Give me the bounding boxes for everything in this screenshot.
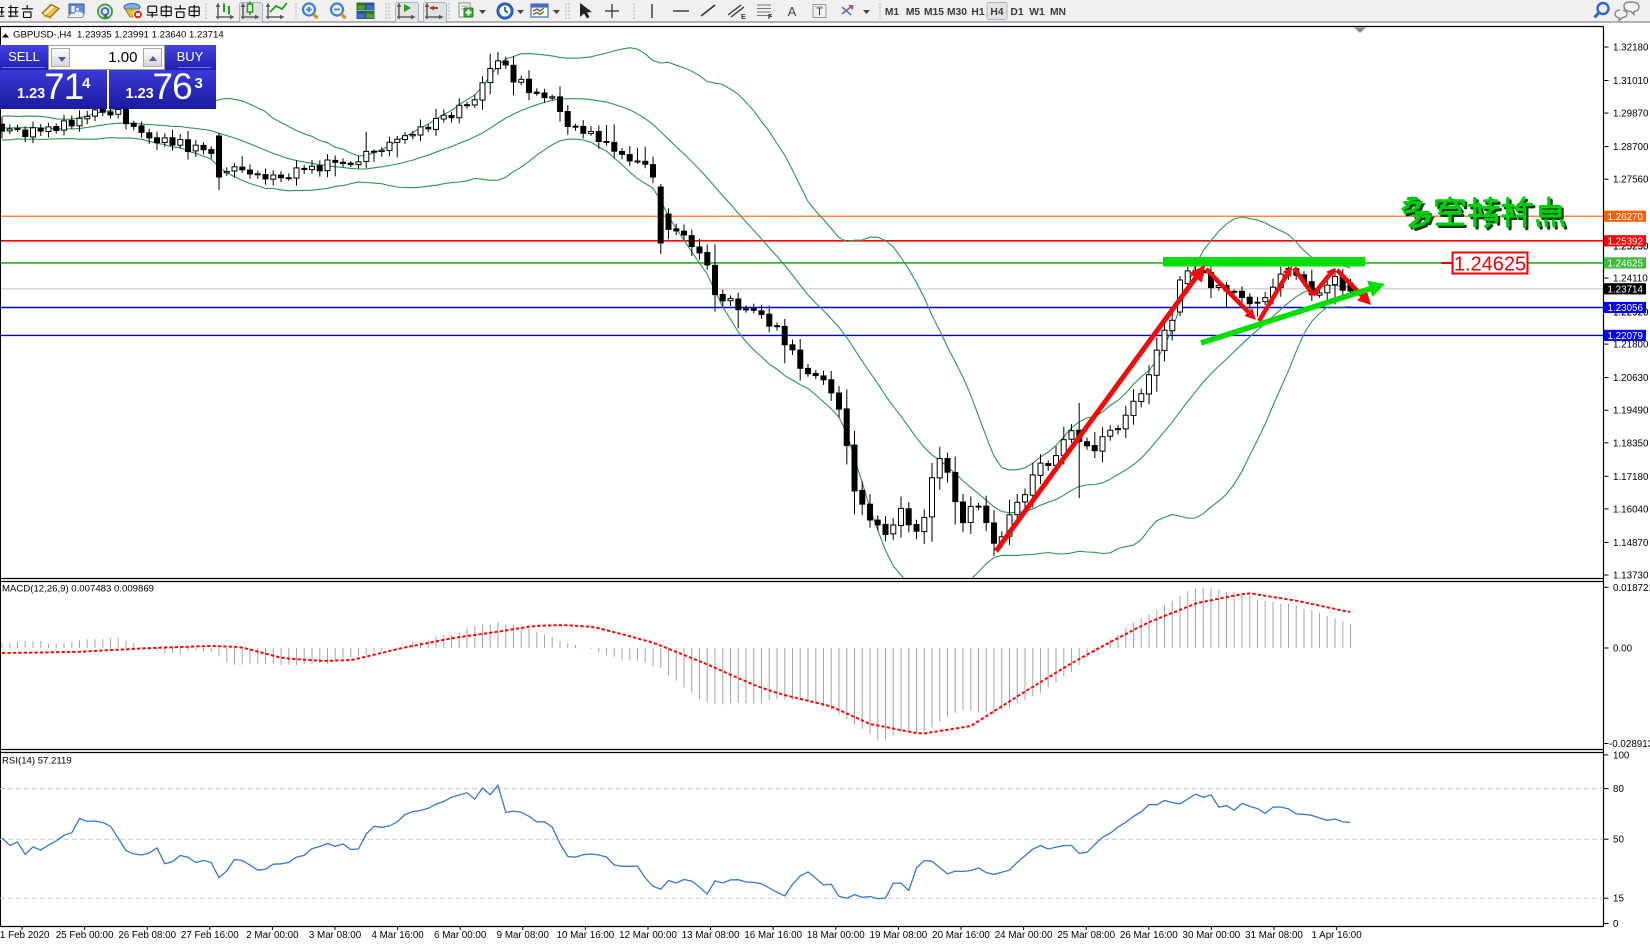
svg-text:W1: W1 [1029, 7, 1045, 18]
svg-text:0.018721: 0.018721 [1613, 583, 1650, 594]
svg-text:M30: M30 [947, 7, 967, 18]
svg-text:1.32180: 1.32180 [1613, 43, 1649, 54]
svg-text:T: T [816, 6, 823, 18]
svg-text:1.23056: 1.23056 [1608, 303, 1644, 314]
svg-text:1 Apr 16:00: 1 Apr 16:00 [1312, 930, 1363, 941]
svg-text:27 Feb 16:00: 27 Feb 16:00 [181, 930, 239, 941]
svg-text:16 Mar 16:00: 16 Mar 16:00 [744, 930, 802, 941]
svg-text:M5: M5 [906, 7, 921, 18]
svg-text:1.17180: 1.17180 [1613, 472, 1649, 483]
svg-text:25 Mar 08:00: 25 Mar 08:00 [1057, 930, 1115, 941]
svg-text:1.27560: 1.27560 [1613, 175, 1649, 186]
svg-text:12 Mar 00:00: 12 Mar 00:00 [619, 930, 677, 941]
svg-text:M15: M15 [924, 7, 944, 18]
svg-text:2 Mar 00:00: 2 Mar 00:00 [246, 930, 299, 941]
svg-text:1.20630: 1.20630 [1613, 373, 1649, 384]
svg-text:F: F [768, 14, 773, 21]
svg-text:31 Mar 08:00: 31 Mar 08:00 [1245, 930, 1303, 941]
svg-text:1.25230: 1.25230 [1613, 241, 1649, 252]
svg-text:50: 50 [1613, 835, 1624, 846]
svg-text:1.24625: 1.24625 [1454, 254, 1526, 276]
svg-text:10 Mar 16:00: 10 Mar 16:00 [557, 930, 615, 941]
svg-text:4 Mar 16:00: 4 Mar 16:00 [371, 930, 424, 941]
svg-text:D1: D1 [1010, 7, 1023, 18]
svg-text:1.26270: 1.26270 [1608, 212, 1644, 223]
svg-text:M1: M1 [885, 7, 900, 18]
svg-text:6 Mar 00:00: 6 Mar 00:00 [434, 930, 487, 941]
svg-text:30 Mar 00:00: 30 Mar 00:00 [1183, 930, 1241, 941]
svg-text:1.31010: 1.31010 [1613, 76, 1649, 87]
svg-text:1.18350: 1.18350 [1613, 438, 1649, 449]
svg-text:GBPUSD-,H4 1.23935 1.23991 1.: GBPUSD-,H4 1.23935 1.23991 1.23640 1.237… [13, 30, 224, 41]
svg-text:100: 100 [1613, 750, 1630, 761]
svg-text:1.25392: 1.25392 [1608, 236, 1643, 247]
svg-text:MN: MN [1050, 7, 1066, 18]
svg-text:1.19490: 1.19490 [1613, 406, 1649, 417]
svg-text:1.24625: 1.24625 [1608, 259, 1644, 270]
svg-text:-0.028913: -0.028913 [1609, 739, 1650, 750]
svg-text:24 Mar 00:00: 24 Mar 00:00 [995, 930, 1053, 941]
svg-text:9 Mar 08:00: 9 Mar 08:00 [497, 930, 550, 941]
svg-text:RSI(14) 57.2119: RSI(14) 57.2119 [2, 756, 72, 767]
svg-text:21 Feb 2020: 21 Feb 2020 [0, 930, 50, 941]
svg-text:1.22079: 1.22079 [1608, 331, 1643, 342]
svg-text:15: 15 [1613, 894, 1624, 905]
svg-text:A: A [788, 4, 797, 19]
svg-text:26 Mar 16:00: 26 Mar 16:00 [1120, 930, 1178, 941]
svg-text:0: 0 [1613, 919, 1619, 930]
svg-text:1.13730: 1.13730 [1613, 571, 1649, 582]
svg-text:H1: H1 [971, 7, 984, 18]
svg-text:3 Mar 08:00: 3 Mar 08:00 [309, 930, 362, 941]
svg-text:1.16040: 1.16040 [1613, 504, 1649, 515]
svg-text:H4: H4 [990, 7, 1003, 18]
svg-text:0.00: 0.00 [1613, 644, 1633, 655]
svg-text:25 Feb 00:00: 25 Feb 00:00 [56, 930, 114, 941]
svg-text:20 Mar 16:00: 20 Mar 16:00 [932, 930, 990, 941]
svg-text:18 Mar 00:00: 18 Mar 00:00 [807, 930, 865, 941]
svg-text:19 Mar 08:00: 19 Mar 08:00 [870, 930, 928, 941]
svg-text:1.28700: 1.28700 [1613, 142, 1649, 153]
svg-text:1.23714: 1.23714 [1608, 284, 1644, 295]
svg-text:1.21800: 1.21800 [1613, 340, 1649, 351]
svg-text:13 Mar 08:00: 13 Mar 08:00 [682, 930, 740, 941]
svg-text:1.25230: 1.25230 [1613, 241, 1649, 252]
svg-text:MACD(12,26,9) 0.007483 0.00986: MACD(12,26,9) 0.007483 0.009869 [2, 584, 154, 595]
svg-text:1.29870: 1.29870 [1613, 109, 1649, 120]
svg-text:1.14870: 1.14870 [1613, 538, 1649, 549]
svg-text:1.24110: 1.24110 [1613, 274, 1648, 285]
svg-text:26 Feb 08:00: 26 Feb 08:00 [118, 930, 176, 941]
svg-text:E: E [741, 14, 746, 21]
svg-text:80: 80 [1613, 784, 1624, 795]
